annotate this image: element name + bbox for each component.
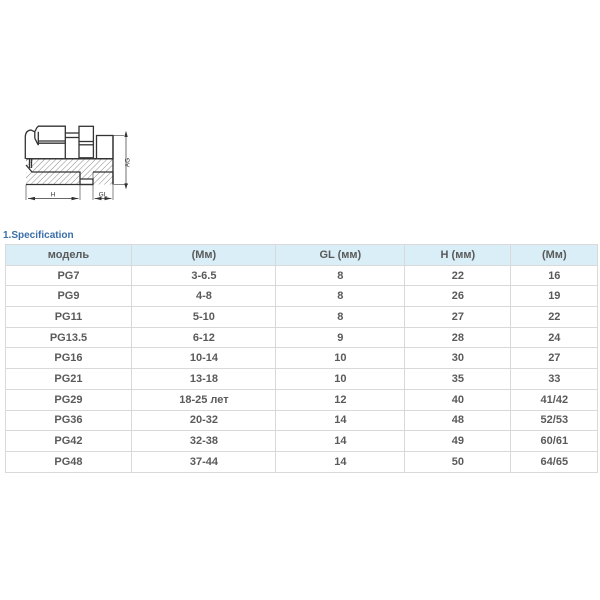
svg-text:AG: AG [125, 158, 132, 167]
svg-text:H: H [51, 192, 56, 199]
svg-text:GL: GL [99, 192, 108, 199]
